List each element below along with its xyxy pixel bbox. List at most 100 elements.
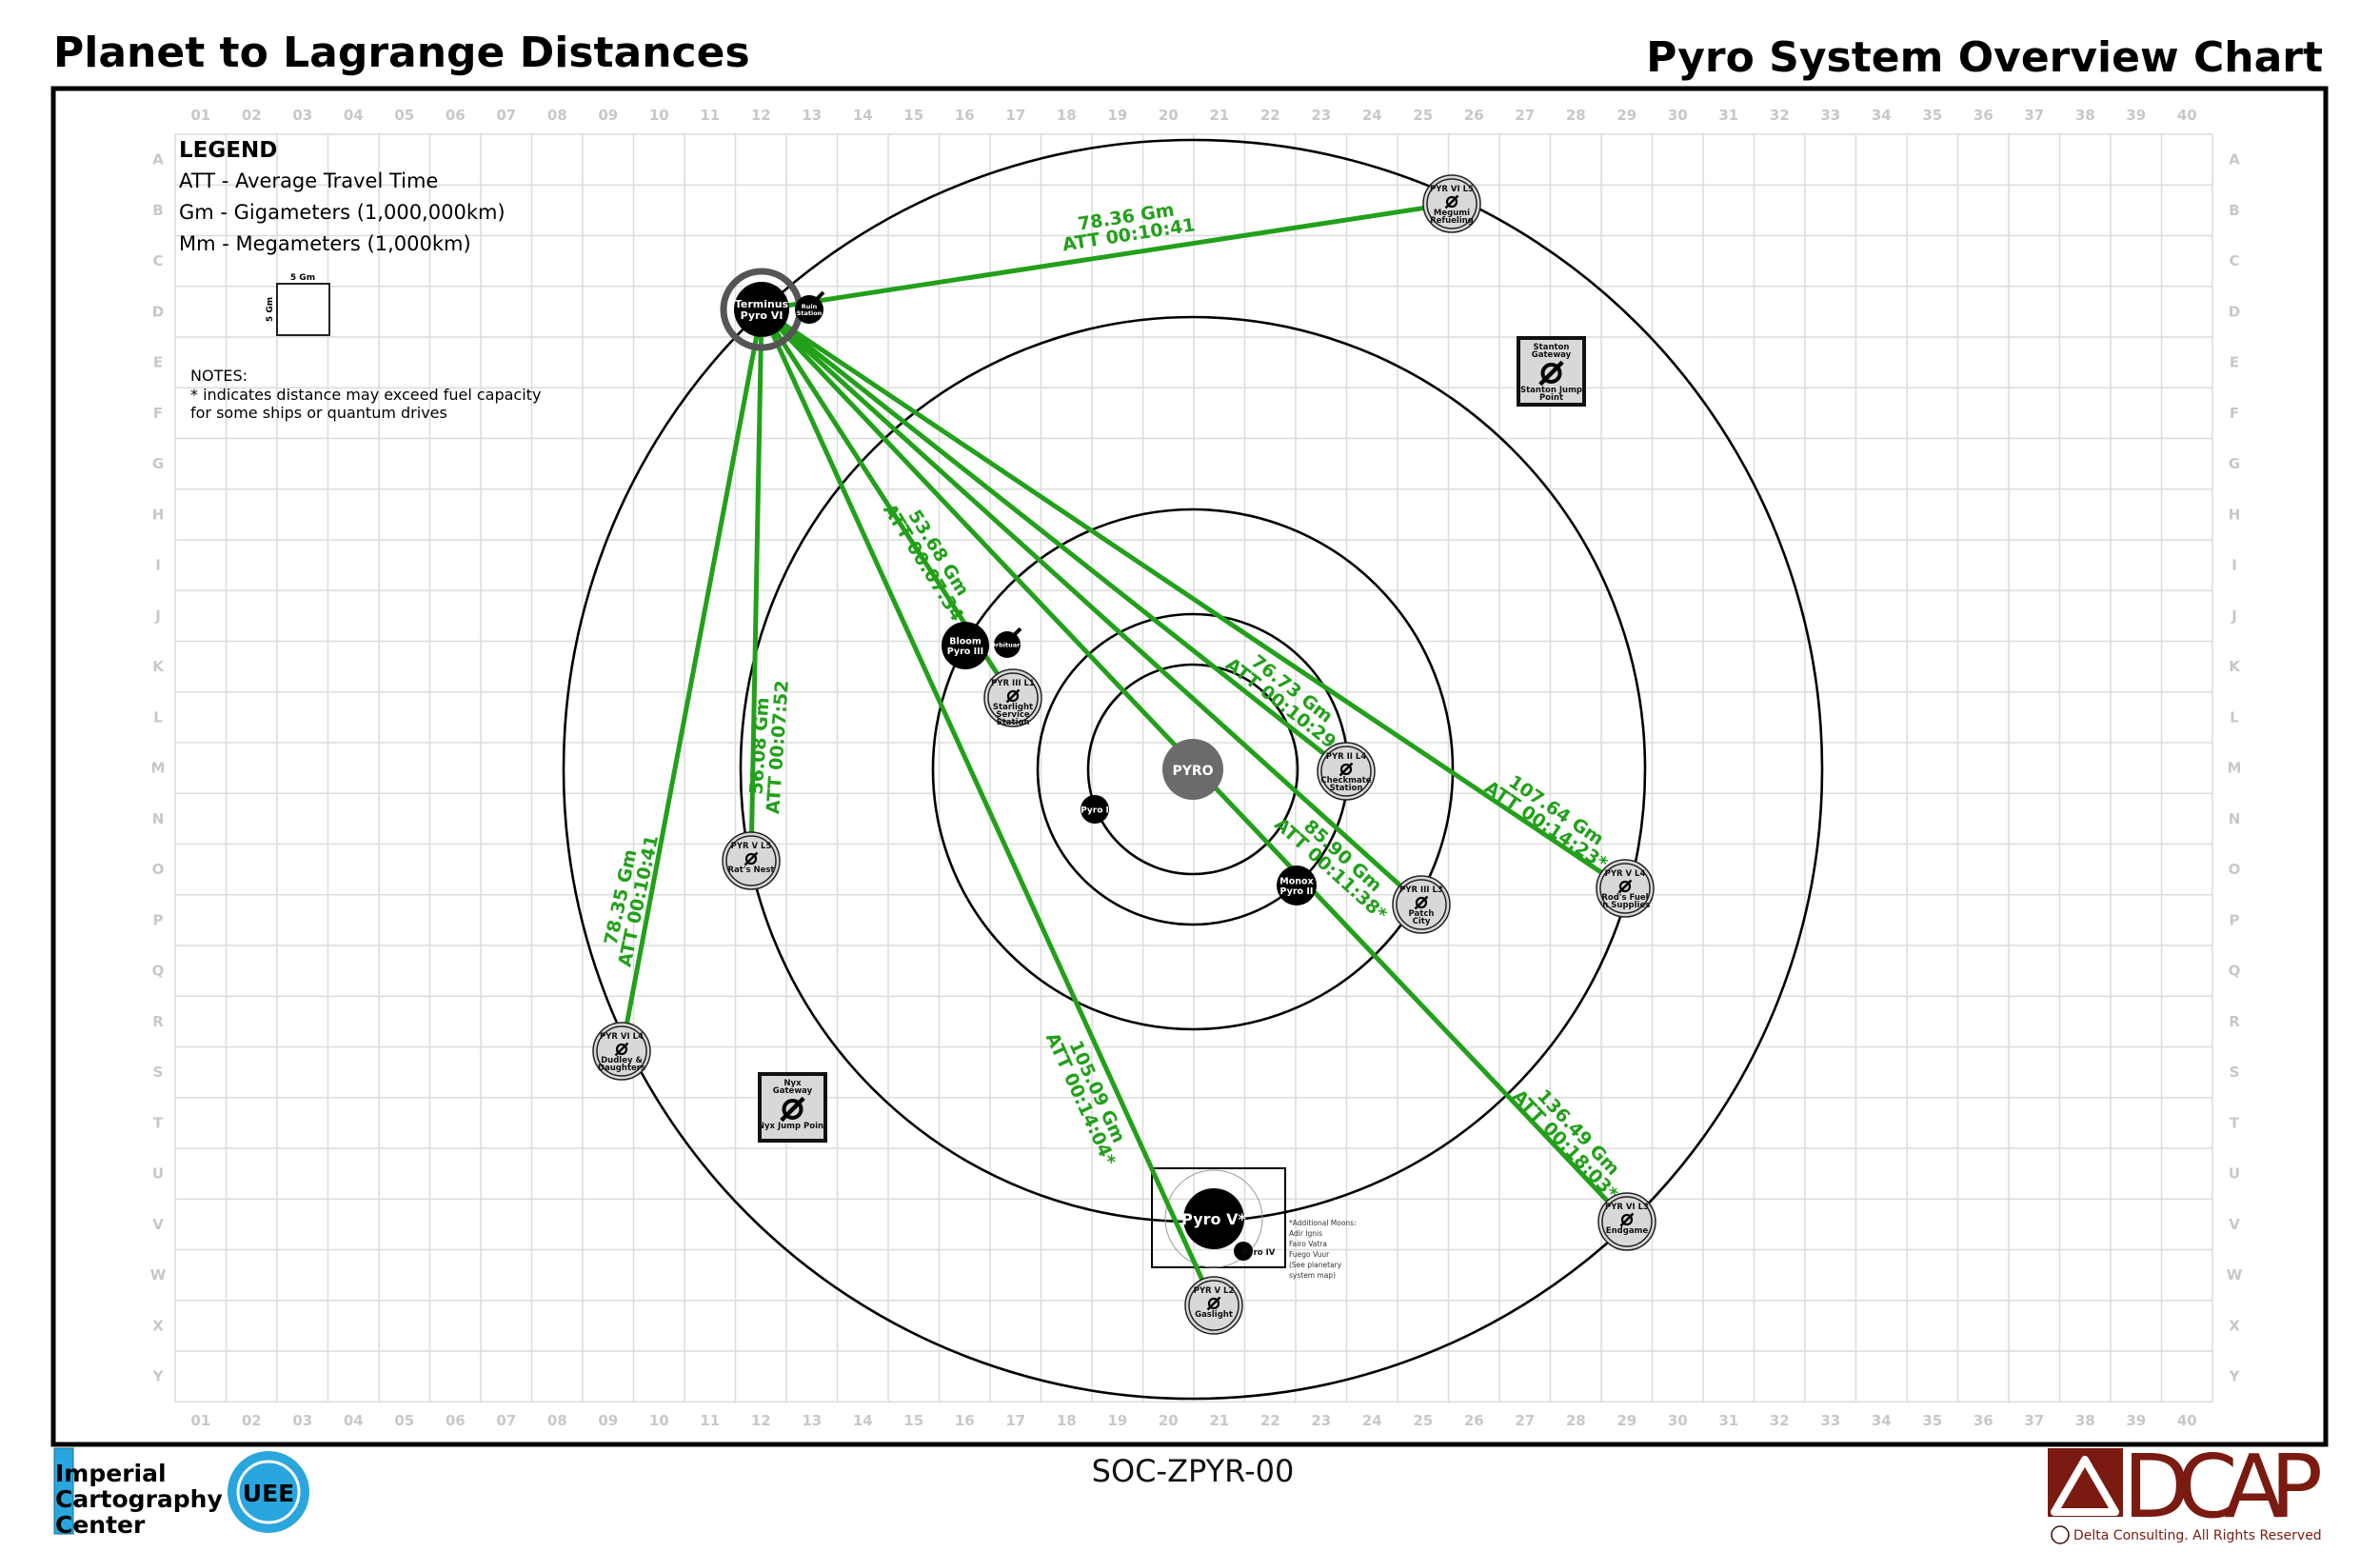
planet: [1234, 1242, 1253, 1261]
row-label-left: H: [152, 506, 165, 523]
column-label-top: 25: [1413, 107, 1433, 124]
station-name: Rod's Fuel: [1601, 893, 1648, 903]
quantum-marker-icon: [615, 1043, 628, 1056]
column-label-top: 24: [1362, 107, 1382, 124]
column-label-top: 04: [344, 107, 364, 124]
row-label-left: Y: [152, 1368, 165, 1385]
row-label-right: L: [2230, 708, 2239, 726]
station-designation: PYR V L2: [1194, 1286, 1235, 1296]
station-outer-ring: [1597, 1192, 1656, 1251]
planet-label: Pyro V*: [1181, 1210, 1246, 1228]
column-label-top: 26: [1464, 107, 1484, 124]
column-label-top: 30: [1668, 107, 1688, 124]
scale-box: [276, 283, 330, 336]
quantum-marker-icon: [1339, 762, 1354, 777]
row-label-right: N: [2229, 810, 2241, 827]
jump-point-box: [758, 1072, 827, 1143]
column-label-top: 33: [1820, 107, 1840, 124]
row-label-left: D: [152, 303, 164, 320]
quantum-marker-icon: [1617, 879, 1633, 894]
quantum-marker-icon: [614, 1042, 629, 1057]
column-label-bottom: 26: [1464, 1412, 1484, 1429]
icc-logo-text: Cartography: [55, 1485, 223, 1513]
scale-label-top: 5 Gm: [290, 273, 315, 283]
column-label-bottom: 40: [2177, 1412, 2197, 1429]
column-label-bottom: 12: [751, 1412, 771, 1429]
station-designation: PYR V L5: [731, 842, 772, 851]
icc-logo-bar: [53, 1447, 74, 1535]
jump-point-title: Gateway: [1532, 350, 1572, 360]
quantum-marker-icon: [744, 851, 759, 866]
planet-label: Monox: [1279, 876, 1313, 886]
column-label-bottom: 06: [446, 1412, 466, 1429]
row-label-right: H: [2229, 506, 2241, 523]
column-label-bottom: 14: [853, 1412, 873, 1429]
column-label-bottom: 05: [394, 1412, 414, 1429]
column-label-bottom: 08: [547, 1412, 567, 1429]
station-inner-ring: [1426, 178, 1478, 229]
jump-point-title: Gateway: [773, 1086, 813, 1096]
column-label-top: 29: [1616, 107, 1636, 124]
station-name: Station: [1330, 784, 1363, 793]
notes-title: NOTES:: [190, 367, 248, 385]
station-designation: PYR V L4: [1605, 869, 1646, 879]
delta-triangle-icon: [2051, 1456, 2119, 1516]
column-label-top: 38: [2075, 107, 2095, 124]
row-label-right: A: [2229, 151, 2240, 169]
station-designation: PYR VI L4: [600, 1032, 644, 1042]
column-label-bottom: 10: [649, 1412, 669, 1429]
column-label-bottom: 20: [1159, 1412, 1179, 1429]
column-label-bottom: 39: [2126, 1412, 2146, 1429]
quantum-marker-icon: [1414, 895, 1429, 910]
moon-label: Ruin: [802, 303, 818, 310]
legend: LEGEND ATT - Average Travel Time Gm - Giga…: [179, 138, 541, 422]
column-label-top: 22: [1260, 107, 1280, 124]
quantum-marker-icon: [1414, 895, 1429, 910]
column-label-bottom: 04: [344, 1412, 364, 1429]
star-pyro: [1162, 739, 1223, 800]
station-outer-ring: [983, 668, 1042, 727]
station-marker[interactable]: PYR V L4 Rod's Fuel'n Supplies: [1596, 859, 1655, 918]
column-label-top: 36: [1973, 107, 1993, 124]
station-marker[interactable]: PYR VI L3 Endgame: [1597, 1192, 1656, 1251]
jump-point-title: Nyx: [783, 1079, 802, 1088]
planet: [942, 622, 989, 669]
column-label-top: 20: [1159, 107, 1179, 124]
pyro-v-note: Adir Ignis: [1289, 1229, 1322, 1238]
quantum-marker-icon: [744, 851, 759, 866]
station-inner-ring: [1188, 1280, 1240, 1331]
column-label-bottom: 02: [242, 1412, 262, 1429]
quantum-marker-icon: [1620, 1213, 1634, 1226]
orbit-ring: [1086, 663, 1299, 876]
planet-label: Terminus: [735, 298, 789, 310]
column-label-bottom: 25: [1413, 1412, 1433, 1429]
station-designation: PYR VI L5: [1430, 185, 1474, 194]
uee-emblem-text: UEE: [243, 1480, 294, 1507]
station-marker[interactable]: PYR V L5 Rat's Nest: [722, 831, 781, 890]
column-label-bottom: 01: [190, 1412, 210, 1429]
jump-point-label: Nyx Jump Point: [758, 1122, 827, 1131]
route-line: [748, 308, 764, 862]
station-name: Station: [997, 718, 1030, 727]
station-name: Patch: [1409, 909, 1435, 919]
column-label-bottom: 38: [2075, 1412, 2095, 1429]
pyro-v-note: system map): [1289, 1271, 1336, 1280]
page-title: Pyro System Overview Chart: [1646, 33, 2323, 82]
quantum-marker-icon: [1617, 879, 1633, 894]
column-label-top: 17: [1005, 107, 1025, 124]
station-marker[interactable]: PYR VI L4 Dudley &Daughters: [592, 1022, 651, 1081]
column-label-top: 28: [1566, 107, 1586, 124]
column-label-bottom: 11: [700, 1412, 720, 1429]
pyro-v-note: (See planetary: [1289, 1261, 1342, 1269]
row-label-right: D: [2229, 303, 2240, 320]
column-label-bottom: 31: [1718, 1412, 1738, 1429]
station-marker[interactable]: PYR V L2 Gaslight: [1184, 1276, 1243, 1335]
